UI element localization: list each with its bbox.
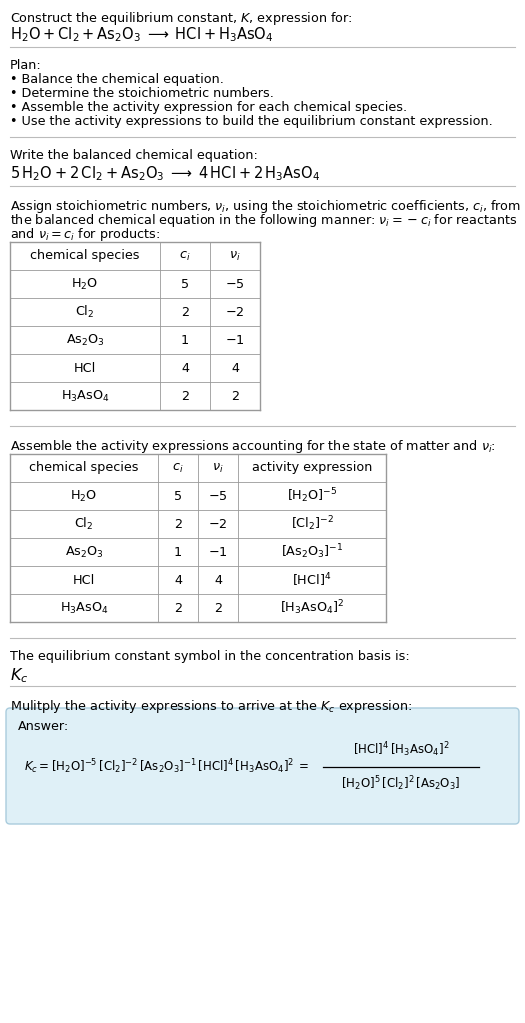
- Text: 2: 2: [214, 602, 222, 615]
- Text: 2: 2: [181, 390, 189, 402]
- Text: 2: 2: [231, 390, 239, 402]
- Text: • Determine the stoichiometric numbers.: • Determine the stoichiometric numbers.: [10, 87, 274, 100]
- Text: 2: 2: [174, 602, 182, 615]
- Text: $\mathrm{5\,H_2O + 2\,Cl_2 + As_2O_3 \;\longrightarrow\; 4\,HCl + 2\,H_3AsO_4}$: $\mathrm{5\,H_2O + 2\,Cl_2 + As_2O_3 \;\…: [10, 164, 320, 183]
- Text: $-1$: $-1$: [208, 545, 228, 559]
- Text: chemical species: chemical species: [29, 461, 139, 475]
- Text: $-2$: $-2$: [225, 306, 245, 318]
- Text: HCl: HCl: [74, 361, 96, 374]
- Text: Assemble the activity expressions accounting for the state of matter and $\nu_i$: Assemble the activity expressions accoun…: [10, 438, 496, 455]
- Text: The equilibrium constant symbol in the concentration basis is:: The equilibrium constant symbol in the c…: [10, 650, 410, 663]
- Text: $\mathrm{As_2O_3}$: $\mathrm{As_2O_3}$: [65, 544, 103, 560]
- Text: 2: 2: [181, 306, 189, 318]
- Text: chemical species: chemical species: [30, 250, 140, 263]
- Text: $\mathrm{H_2O}$: $\mathrm{H_2O}$: [71, 276, 99, 292]
- Text: $K_c = [\mathrm{H_2O}]^{-5}\,[\mathrm{Cl_2}]^{-2}\,[\mathrm{As_2O_3}]^{-1}\,[\ma: $K_c = [\mathrm{H_2O}]^{-5}\,[\mathrm{Cl…: [24, 758, 310, 776]
- Text: $\mathrm{Cl_2}$: $\mathrm{Cl_2}$: [75, 304, 94, 320]
- Text: $c_i$: $c_i$: [179, 250, 191, 263]
- Text: Plan:: Plan:: [10, 59, 42, 72]
- Text: HCl: HCl: [73, 574, 95, 586]
- Text: $\mathrm{H_2O + Cl_2 + As_2O_3 \;\longrightarrow\; HCl + H_3AsO_4}$: $\mathrm{H_2O + Cl_2 + As_2O_3 \;\longri…: [10, 25, 274, 44]
- Text: 2: 2: [174, 518, 182, 531]
- Text: the balanced chemical equation in the following manner: $\nu_i = -c_i$ for react: the balanced chemical equation in the fo…: [10, 212, 518, 229]
- Text: $[\mathrm{H_2O}]^{-5}$: $[\mathrm{H_2O}]^{-5}$: [287, 487, 337, 505]
- Text: $[\mathrm{Cl_2}]^{-2}$: $[\mathrm{Cl_2}]^{-2}$: [290, 515, 333, 533]
- Text: $\mathrm{H_2O}$: $\mathrm{H_2O}$: [70, 488, 98, 503]
- Text: $\mathrm{As_2O_3}$: $\mathrm{As_2O_3}$: [66, 332, 104, 348]
- Text: 4: 4: [174, 574, 182, 586]
- Text: 5: 5: [174, 489, 182, 502]
- Text: $\nu_i$: $\nu_i$: [212, 461, 224, 475]
- Text: 4: 4: [214, 574, 222, 586]
- Text: $[\mathrm{HCl}]^{4}$: $[\mathrm{HCl}]^{4}$: [292, 571, 332, 589]
- Text: Write the balanced chemical equation:: Write the balanced chemical equation:: [10, 149, 258, 162]
- Text: • Use the activity expressions to build the equilibrium constant expression.: • Use the activity expressions to build …: [10, 115, 493, 128]
- Text: 4: 4: [181, 361, 189, 374]
- Text: • Assemble the activity expression for each chemical species.: • Assemble the activity expression for e…: [10, 101, 407, 114]
- Text: $\mathrm{Cl_2}$: $\mathrm{Cl_2}$: [75, 516, 93, 532]
- Text: Mulitply the activity expressions to arrive at the $K_c$ expression:: Mulitply the activity expressions to arr…: [10, 698, 412, 715]
- Text: • Balance the chemical equation.: • Balance the chemical equation.: [10, 73, 224, 86]
- Text: $[\mathrm{As_2O_3}]^{-1}$: $[\mathrm{As_2O_3}]^{-1}$: [281, 542, 343, 562]
- Text: activity expression: activity expression: [252, 461, 372, 475]
- Text: $K_c$: $K_c$: [10, 666, 28, 684]
- FancyBboxPatch shape: [6, 708, 519, 824]
- Text: $-5$: $-5$: [225, 277, 245, 291]
- Text: $[\mathrm{H_3AsO_4}]^{2}$: $[\mathrm{H_3AsO_4}]^{2}$: [280, 598, 344, 617]
- Text: $-5$: $-5$: [208, 489, 228, 502]
- Text: 5: 5: [181, 277, 189, 291]
- Text: $\mathrm{H_3AsO_4}$: $\mathrm{H_3AsO_4}$: [60, 601, 108, 616]
- Text: $[\mathrm{HCl}]^4\,[\mathrm{H_3AsO_4}]^2$: $[\mathrm{HCl}]^4\,[\mathrm{H_3AsO_4}]^2…: [353, 741, 449, 759]
- Text: Construct the equilibrium constant, $K$, expression for:: Construct the equilibrium constant, $K$,…: [10, 10, 353, 27]
- Text: $\nu_i$: $\nu_i$: [229, 250, 241, 263]
- Text: 1: 1: [181, 333, 189, 347]
- Text: $-2$: $-2$: [208, 518, 228, 531]
- Text: $-1$: $-1$: [225, 333, 245, 347]
- Text: $\mathrm{H_3AsO_4}$: $\mathrm{H_3AsO_4}$: [61, 389, 109, 403]
- Text: $c_i$: $c_i$: [172, 461, 184, 475]
- Text: and $\nu_i = c_i$ for products:: and $\nu_i = c_i$ for products:: [10, 226, 160, 243]
- Text: $[\mathrm{H_2O}]^5\,[\mathrm{Cl_2}]^2\,[\mathrm{As_2O_3}]$: $[\mathrm{H_2O}]^5\,[\mathrm{Cl_2}]^2\,[…: [341, 774, 461, 794]
- Text: Assign stoichiometric numbers, $\nu_i$, using the stoichiometric coefficients, $: Assign stoichiometric numbers, $\nu_i$, …: [10, 198, 521, 215]
- Text: 4: 4: [231, 361, 239, 374]
- Text: Answer:: Answer:: [18, 720, 69, 733]
- Text: 1: 1: [174, 545, 182, 559]
